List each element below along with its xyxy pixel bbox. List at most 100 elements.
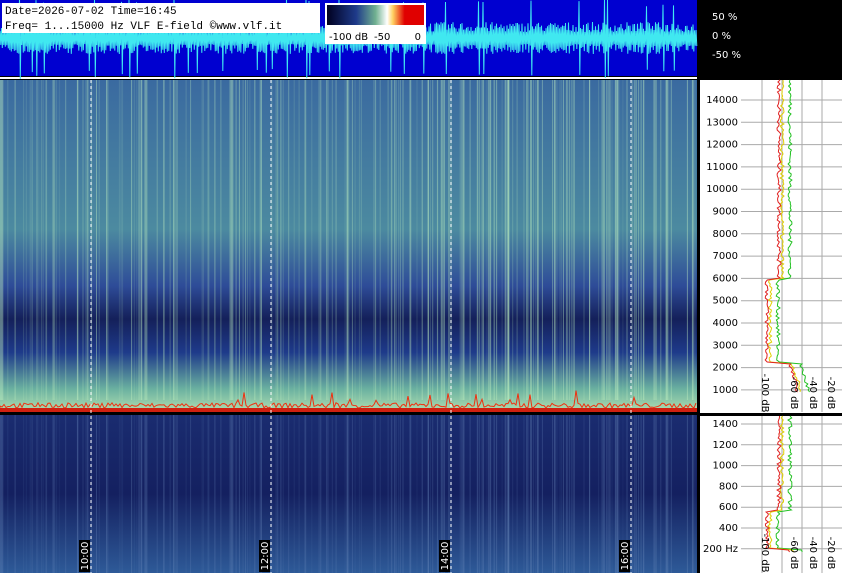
stripe bbox=[598, 80, 600, 400]
stripe bbox=[207, 80, 209, 400]
stripe bbox=[611, 80, 613, 400]
stripe bbox=[516, 80, 518, 400]
stripe bbox=[174, 80, 176, 400]
stripe bbox=[609, 415, 610, 573]
freq-label: 400 bbox=[719, 523, 738, 534]
stripe bbox=[489, 80, 491, 400]
stripe bbox=[207, 415, 209, 573]
stripe bbox=[173, 80, 174, 400]
stripe bbox=[653, 415, 655, 573]
stripe bbox=[614, 415, 616, 573]
stripe bbox=[607, 80, 609, 400]
freq-label: 600 bbox=[719, 502, 738, 513]
stripe bbox=[537, 415, 539, 573]
stripe bbox=[280, 80, 282, 400]
stripe bbox=[512, 415, 514, 573]
stripe bbox=[311, 415, 313, 573]
freq-label: 10000 bbox=[706, 184, 738, 195]
stripe bbox=[554, 80, 556, 400]
stripe bbox=[622, 80, 624, 400]
stripe bbox=[537, 415, 539, 573]
stripe bbox=[640, 80, 642, 400]
stripe bbox=[634, 80, 636, 400]
stripe bbox=[87, 80, 89, 400]
stripe bbox=[55, 80, 57, 400]
stripe bbox=[208, 415, 210, 573]
stripe bbox=[260, 80, 262, 400]
stripe bbox=[567, 80, 568, 400]
stripe bbox=[507, 80, 509, 400]
stripe bbox=[670, 415, 672, 573]
stripe bbox=[416, 415, 418, 573]
stripe bbox=[626, 80, 628, 400]
stripe bbox=[145, 80, 147, 400]
stripe bbox=[526, 415, 528, 573]
stripe bbox=[375, 415, 377, 573]
stripe bbox=[553, 415, 555, 573]
stripe bbox=[560, 80, 562, 400]
stripe bbox=[185, 80, 187, 400]
stripe bbox=[602, 80, 604, 400]
stripe bbox=[320, 80, 322, 400]
info-box bbox=[2, 3, 320, 33]
waveform-label: 0 % bbox=[712, 31, 731, 42]
stripe bbox=[631, 415, 633, 573]
stripe bbox=[603, 80, 605, 400]
stripe bbox=[631, 80, 633, 400]
stripe bbox=[552, 415, 553, 573]
stripe bbox=[36, 80, 38, 400]
stripe bbox=[245, 415, 246, 573]
stripe bbox=[478, 80, 480, 400]
stripe bbox=[106, 80, 108, 400]
stripe bbox=[402, 415, 404, 573]
spectrum-trace bbox=[767, 79, 801, 393]
stripe bbox=[476, 80, 478, 400]
colorbar-label: -50 bbox=[374, 32, 390, 43]
stripe bbox=[535, 80, 537, 400]
stripe bbox=[493, 415, 495, 573]
stripe bbox=[571, 80, 573, 400]
stripe bbox=[442, 415, 444, 573]
stripe bbox=[144, 415, 146, 573]
stripe bbox=[583, 80, 585, 400]
stripe bbox=[242, 415, 244, 573]
stripe bbox=[609, 80, 611, 400]
stripe bbox=[589, 80, 591, 400]
stripe bbox=[122, 415, 124, 573]
stripe bbox=[554, 415, 556, 573]
stripe bbox=[655, 80, 657, 400]
stripe bbox=[98, 80, 100, 400]
stripe bbox=[304, 415, 306, 573]
stripe bbox=[85, 415, 87, 573]
stripe bbox=[174, 415, 176, 573]
stripe bbox=[331, 415, 333, 573]
stripe bbox=[254, 415, 255, 573]
stripe bbox=[643, 80, 645, 400]
stripe bbox=[358, 80, 360, 400]
stripe bbox=[448, 80, 450, 400]
stripe bbox=[220, 415, 222, 573]
stripe bbox=[2, 415, 4, 573]
stripe bbox=[427, 80, 429, 400]
stripe bbox=[131, 415, 133, 573]
stripe bbox=[490, 80, 492, 400]
stripe bbox=[504, 415, 506, 573]
stripe bbox=[614, 80, 616, 400]
stripe bbox=[603, 415, 605, 573]
stripe bbox=[482, 80, 484, 400]
stripe bbox=[421, 415, 423, 573]
stripe bbox=[398, 415, 399, 573]
stripe bbox=[432, 80, 434, 400]
stripe bbox=[53, 80, 55, 400]
stripe bbox=[428, 415, 429, 573]
stripe bbox=[615, 80, 617, 400]
stripe bbox=[642, 80, 644, 400]
stripe bbox=[254, 80, 255, 400]
stripe bbox=[429, 415, 431, 573]
low-band bbox=[0, 408, 697, 412]
info-line: Date=2026-07-02 Time=16:45 bbox=[5, 6, 177, 18]
stripe bbox=[533, 415, 535, 573]
stripe bbox=[348, 80, 350, 400]
stripe bbox=[156, 415, 158, 573]
stripe bbox=[201, 80, 203, 400]
